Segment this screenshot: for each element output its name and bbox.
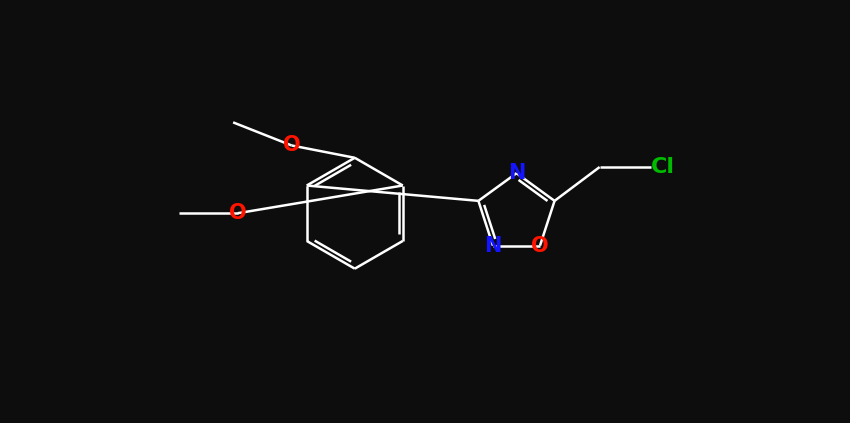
Text: Cl: Cl <box>651 157 675 177</box>
Text: O: O <box>283 135 300 156</box>
Text: O: O <box>531 236 549 255</box>
Text: N: N <box>484 236 501 255</box>
Text: N: N <box>507 163 525 183</box>
Text: O: O <box>229 203 246 223</box>
